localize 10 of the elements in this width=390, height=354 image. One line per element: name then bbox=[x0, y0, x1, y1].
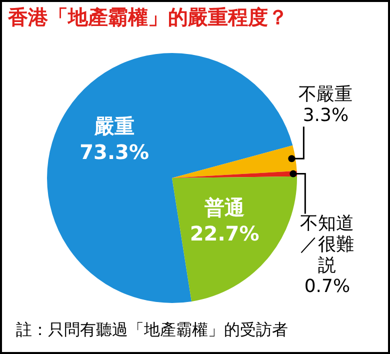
data-label: 3.3% bbox=[302, 104, 349, 126]
slice-label: 嚴重 bbox=[93, 114, 134, 138]
data-label: 73.3% bbox=[80, 140, 149, 164]
slice-label: 不嚴重 bbox=[298, 84, 353, 105]
data-label: 0.7% bbox=[304, 276, 350, 297]
data-label: 22.7% bbox=[190, 222, 260, 246]
text: 註：只問有聽過「地產霸權」的受訪者 bbox=[16, 320, 288, 341]
slice-label: 普通 bbox=[204, 196, 245, 220]
slice-label: 不知道／很難説 bbox=[300, 212, 354, 276]
chart-title: 香港「地產霸權」的嚴重程度？ bbox=[8, 4, 288, 31]
